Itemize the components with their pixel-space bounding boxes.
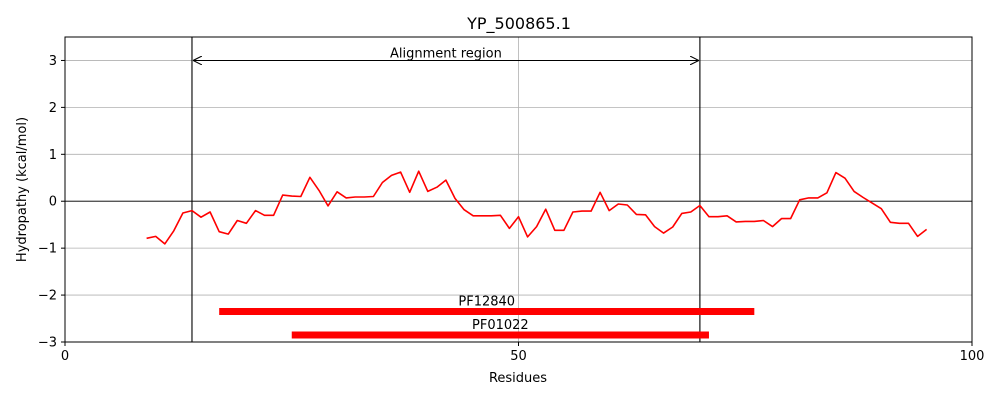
hydropathy-line [146, 170, 928, 245]
chart-title: YP_500865.1 [466, 14, 571, 34]
y-axis-label: Hydropathy (kcal/mol) [15, 117, 30, 262]
x-axis-label: Residues [489, 371, 547, 386]
y-tick-label: −1 [38, 242, 57, 257]
y-tick-label: −2 [38, 289, 57, 304]
x-tick-label: 50 [510, 349, 527, 364]
x-tick-label: 100 [960, 349, 985, 364]
grid [64, 37, 973, 343]
y-tick-label: 1 [49, 148, 57, 163]
y-tick-label: 3 [49, 54, 57, 69]
y-tick-label: 0 [49, 195, 57, 210]
y-tick-label: −3 [38, 336, 57, 351]
domain-label: PF01022 [472, 318, 529, 333]
y-axis: −3 −2 −1 0 1 2 3 [38, 54, 65, 351]
plot-area: Alignment region PF12840 PF01022 [65, 37, 972, 342]
x-axis: 0 50 100 [61, 342, 985, 364]
y-tick-label: 2 [49, 101, 57, 116]
domain-label: PF12840 [458, 295, 515, 310]
x-tick-label: 0 [61, 349, 69, 364]
alignment-label: Alignment region [390, 46, 502, 61]
